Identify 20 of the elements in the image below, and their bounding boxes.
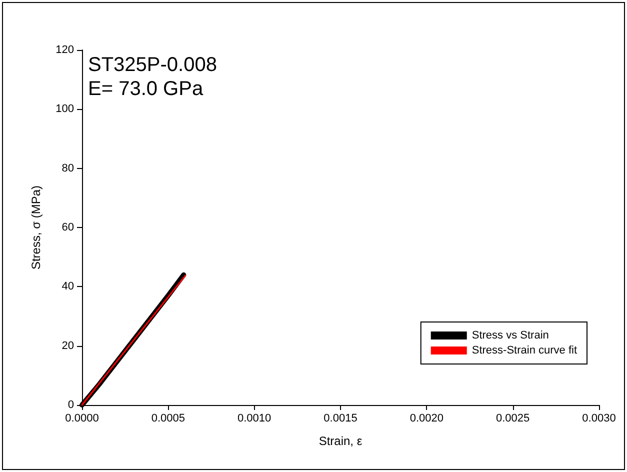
- x-tick-label: 0.0030: [582, 412, 616, 424]
- annotation: E= 73.0 GPa: [88, 78, 204, 100]
- y-tick-label: 100: [56, 103, 74, 116]
- legend-label: Stress vs Strain: [472, 330, 549, 342]
- y-axis-title: Stress, σ (MPa): [29, 185, 43, 270]
- y-tick-label: 80: [62, 162, 74, 174]
- x-tick-label: 0.0010: [238, 412, 272, 424]
- legend-label: Stress-Strain curve fit: [472, 344, 577, 356]
- y-tick-label: 120: [56, 44, 74, 56]
- x-tick-label: 0.0000: [65, 412, 99, 424]
- x-axis-title: Strain, ε: [318, 434, 363, 448]
- x-tick-label: 0.0020: [410, 412, 444, 424]
- y-tick-label: 20: [62, 340, 74, 352]
- x-tick-label: 0.0025: [496, 412, 530, 424]
- y-tick-label: 60: [62, 222, 74, 234]
- y-tick-label: 0: [68, 399, 74, 411]
- x-tick-label: 0.0015: [324, 412, 358, 424]
- x-tick-label: 0.0005: [151, 412, 185, 424]
- y-tick-label: 40: [62, 280, 74, 293]
- annotation: ST325P-0.008: [88, 54, 217, 76]
